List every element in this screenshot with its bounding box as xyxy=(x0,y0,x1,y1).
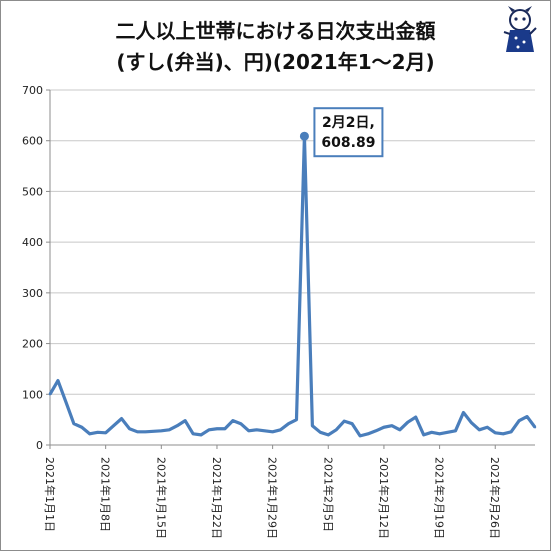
y-tick-label: 700 xyxy=(22,84,43,97)
data-point xyxy=(501,432,505,436)
x-tick-label: 2021年1月8日 xyxy=(99,457,113,532)
data-point xyxy=(239,422,243,425)
data-point xyxy=(422,433,425,437)
callout-label-value: 608.89 xyxy=(321,135,375,151)
peak-marker xyxy=(299,131,309,141)
data-point xyxy=(191,432,195,436)
data-point xyxy=(517,419,521,422)
data-point xyxy=(279,428,282,431)
data-point xyxy=(56,379,60,382)
data-point xyxy=(366,432,370,436)
data-point xyxy=(350,422,354,425)
data-point xyxy=(414,415,417,419)
data-point xyxy=(295,418,298,421)
data-point xyxy=(438,432,441,436)
data-point xyxy=(271,430,274,434)
callout-layer: 2月2日, 608.89 xyxy=(299,107,384,158)
y-tick-label: 300 xyxy=(22,287,43,300)
y-tick-label: 100 xyxy=(22,388,43,401)
y-tick-label: 0 xyxy=(36,439,43,452)
data-point xyxy=(454,429,457,432)
series-line xyxy=(48,134,537,438)
callout-box xyxy=(313,107,384,158)
data-point xyxy=(342,419,346,423)
x-tick-label: 2021年1月1日 xyxy=(43,457,57,532)
data-point xyxy=(96,431,99,434)
y-tick-label: 400 xyxy=(22,236,43,249)
data-point xyxy=(319,431,322,434)
y-tick-label: 200 xyxy=(22,338,43,351)
data-point xyxy=(64,400,68,404)
callout-label-date: 2月2日, xyxy=(322,115,375,131)
data-point xyxy=(446,431,449,434)
chart-title-line-2: (すし(弁当)、円)(2021年1〜2月) xyxy=(116,50,435,74)
data-point xyxy=(136,430,139,434)
data-point xyxy=(358,434,362,438)
data-point xyxy=(390,424,394,427)
data-point xyxy=(255,428,258,431)
data-point xyxy=(525,415,529,418)
y-tick-label: 600 xyxy=(22,135,43,148)
y-tick-label: 500 xyxy=(22,185,43,198)
mascot-icon xyxy=(503,6,537,52)
data-point xyxy=(207,428,211,431)
axes xyxy=(49,90,535,446)
data-point xyxy=(287,422,290,425)
data-point xyxy=(430,431,433,434)
data-point xyxy=(486,426,489,429)
x-axis-ticks: 2021年1月1日 2021年1月8日 2021年1月15日 2021年1月22日 20… xyxy=(43,445,502,539)
data-point xyxy=(406,420,409,424)
data-point xyxy=(168,428,171,431)
data-point xyxy=(263,429,266,432)
data-point xyxy=(462,411,465,414)
data-point xyxy=(183,419,187,422)
data-point xyxy=(311,424,314,427)
data-point xyxy=(152,430,155,433)
data-point xyxy=(120,417,123,420)
data-point xyxy=(104,431,107,435)
y-axis-ticks: 0 100 200 300 400 500 600 700 xyxy=(22,84,50,452)
data-point xyxy=(199,433,203,437)
series-layer xyxy=(48,134,537,438)
data-point xyxy=(88,432,91,436)
data-point xyxy=(470,421,473,424)
x-tick-label: 2021年1月29日 xyxy=(266,457,280,539)
data-point xyxy=(144,430,147,434)
data-point xyxy=(494,431,497,435)
data-point xyxy=(247,429,250,432)
data-point xyxy=(382,426,386,429)
x-tick-label: 2021年2月26日 xyxy=(488,457,502,539)
x-tick-label: 2021年1月22日 xyxy=(210,457,224,539)
data-point xyxy=(327,433,330,437)
data-point xyxy=(374,429,378,432)
data-point xyxy=(48,393,52,396)
data-point xyxy=(335,428,338,431)
data-point xyxy=(533,426,537,429)
data-point xyxy=(72,422,76,425)
data-point xyxy=(176,424,179,427)
data-point xyxy=(160,429,163,432)
data-point xyxy=(80,426,84,429)
chart-title-line-1: 二人以上世帯における日次支出金額 xyxy=(115,19,436,43)
x-tick-label: 2021年1月15日 xyxy=(154,457,168,539)
data-point xyxy=(128,427,131,430)
data-point xyxy=(398,428,402,431)
x-tick-label: 2021年2月12日 xyxy=(377,457,391,539)
x-tick-label: 2021年2月5日 xyxy=(321,457,335,532)
data-point xyxy=(231,419,235,422)
data-point xyxy=(509,430,513,434)
data-point xyxy=(223,427,227,430)
x-tick-label: 2021年2月19日 xyxy=(433,457,447,539)
data-point xyxy=(215,427,219,430)
data-point xyxy=(112,424,115,427)
data-point xyxy=(478,428,481,431)
gridlines xyxy=(50,89,535,395)
